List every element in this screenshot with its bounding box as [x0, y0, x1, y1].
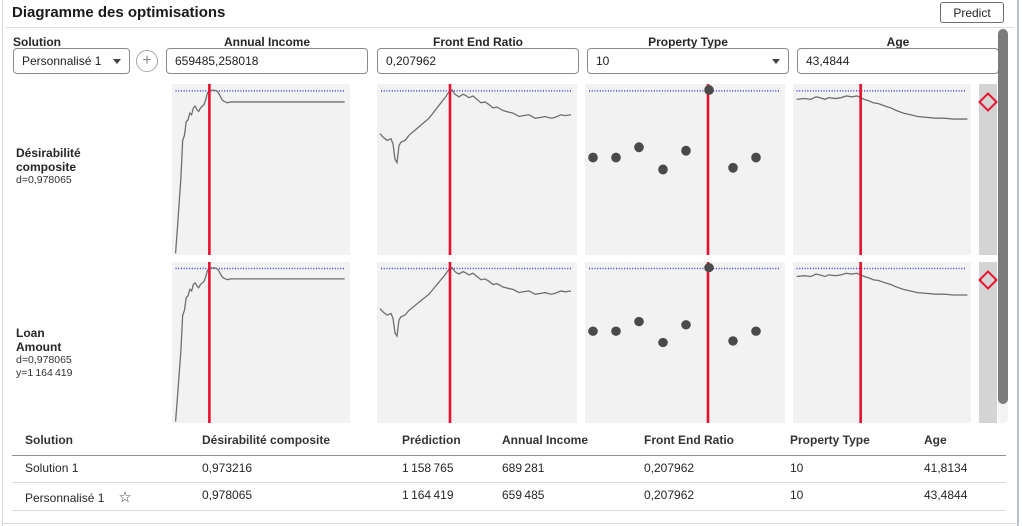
cell-solution-text: Personnalisé 1: [25, 491, 105, 505]
property-type-select[interactable]: 10: [587, 48, 789, 74]
col-header-desirability: Désirabilité composite: [202, 433, 331, 447]
profile-chart-front-end-ratio[interactable]: [377, 262, 577, 423]
cell-property-type: 10: [790, 488, 804, 502]
table-row-personnalise-1[interactable]: Personnalisé 1 ☆ 0,978065 1 164 419 659 4…: [0, 488, 1022, 510]
table-header-row: Solution Désirabilité composite Prédicti…: [0, 433, 1022, 455]
table-row-solution-1[interactable]: Solution 1 0,973216 1 158 765 689 281 0,…: [0, 461, 1022, 483]
cell-annual-income: 659 485: [502, 488, 545, 502]
annual-income-input[interactable]: [166, 48, 368, 74]
profile-chart-annual-income[interactable]: [172, 84, 350, 255]
front-end-ratio-label: Front End Ratio: [433, 35, 523, 49]
cell-annual-income: 689 281: [502, 461, 545, 475]
cell-front-end-ratio: 0,207962: [644, 488, 695, 502]
row-label-loan-amount: Loan Amount d=0,978065 y=1 164 419: [16, 326, 156, 380]
cell-desirability: 0,973216: [202, 461, 253, 475]
chevron-down-icon: [113, 58, 121, 64]
profiler-row-loan-amount: Loan Amount d=0,978065 y=1 164 419: [0, 262, 1022, 423]
cell-age: 41,8134: [924, 461, 968, 475]
table-row-divider: [12, 510, 1006, 511]
property-type-label: Property Type: [648, 35, 728, 49]
col-header-prediction: Prédiction: [402, 433, 461, 447]
profiler-row-desirability: Désirabilité composite d=0,978065: [0, 84, 1022, 255]
row-stat-d: d=0,978065: [16, 354, 72, 366]
age-label: Age: [886, 35, 910, 49]
cell-age: 43,4844: [924, 488, 968, 502]
window-border-bottom: [2, 523, 1019, 524]
row-stat-y: y=1 164 419: [16, 367, 73, 379]
row-label-desirability: Désirabilité composite d=0,978065: [16, 146, 156, 187]
window-border-right: [1017, 0, 1019, 526]
desirability-scale-strip: [978, 262, 998, 423]
cell-front-end-ratio: 0,207962: [644, 461, 695, 475]
cell-prediction: 1 164 419: [402, 488, 454, 502]
front-end-ratio-input[interactable]: [377, 48, 579, 74]
predict-button[interactable]: Predict: [940, 2, 1004, 23]
vertical-scrollbar: [998, 28, 1008, 423]
col-header-age: Age: [924, 433, 947, 447]
col-header-annual-income: Annual Income: [502, 433, 589, 447]
profile-chart-annual-income[interactable]: [172, 262, 350, 423]
solution-select-value: Personnalisé 1: [22, 54, 102, 68]
col-header-front-end-ratio: Front End Ratio: [644, 433, 734, 447]
row-name-line: composite: [16, 160, 77, 174]
profile-chart-property-type[interactable]: [585, 262, 785, 423]
desirability-marker-icon[interactable]: [978, 92, 998, 112]
row-name-line: Amount: [16, 340, 62, 354]
profile-chart-age[interactable]: [793, 262, 971, 423]
profile-chart-property-type[interactable]: [585, 84, 785, 255]
cell-solution: Personnalisé 1 ☆: [25, 488, 132, 506]
page-title: Diagramme des optimisations: [12, 4, 226, 21]
row-name-line: Désirabilité: [16, 146, 81, 160]
cell-property-type: 10: [790, 461, 804, 475]
desirability-scale-strip: [978, 84, 998, 255]
col-header-property-type: Property Type: [790, 433, 870, 447]
solution-label: Solution: [13, 35, 61, 49]
cell-prediction: 1 158 765: [402, 461, 454, 475]
row-name-line: Loan: [16, 326, 45, 340]
property-type-select-value: 10: [596, 54, 610, 68]
favorite-star-icon[interactable]: ☆: [118, 489, 132, 506]
profile-chart-front-end-ratio[interactable]: [377, 84, 577, 255]
row-stat-d: d=0,978065: [16, 174, 72, 186]
add-solution-button[interactable]: +: [136, 50, 158, 72]
scrollbar-thumb[interactable]: [998, 29, 1008, 404]
table-header-divider: [12, 455, 1006, 456]
cell-solution: Solution 1: [25, 461, 79, 475]
solution-select[interactable]: Personnalisé 1: [13, 48, 130, 74]
table-row-divider: [12, 482, 1006, 483]
age-input[interactable]: [797, 48, 999, 74]
annual-income-label: Annual Income: [223, 35, 310, 49]
header-divider: [6, 27, 1014, 28]
window-border-left: [2, 0, 3, 526]
col-header-solution: Solution: [25, 433, 73, 447]
desirability-marker-icon[interactable]: [978, 270, 998, 290]
chevron-down-icon: [772, 58, 780, 64]
profile-chart-age[interactable]: [793, 84, 971, 255]
cell-desirability: 0,978065: [202, 488, 253, 502]
